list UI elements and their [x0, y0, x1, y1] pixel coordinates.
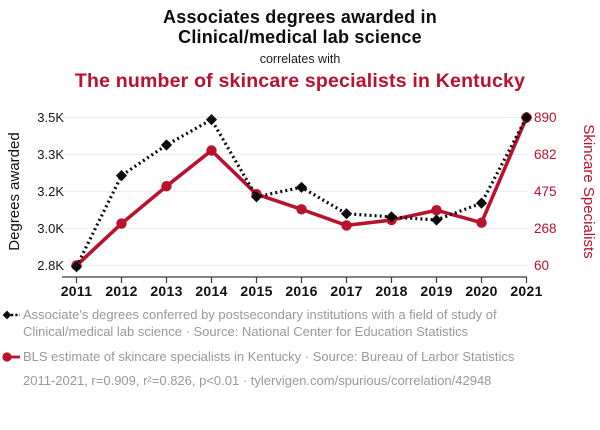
degrees-data-point	[160, 139, 173, 151]
x-tick-label: 2021	[510, 283, 542, 299]
x-axis	[62, 276, 528, 283]
right-tick-label: 682	[534, 147, 557, 162]
skincare-data-point	[476, 217, 487, 228]
correlation-line-chart: 2011 2012 2013 2014 2015 2016 2017 2018 2019 2020…	[6, 110, 597, 299]
x-tick-label: 2018	[375, 283, 407, 299]
chart-subtitle: The number of skincare specialists in Ke…	[74, 70, 526, 92]
chart-title-line2: Clinical/medical lab science	[178, 26, 422, 47]
degrees-data-point	[70, 261, 83, 273]
left-tick-label: 2.8K	[37, 258, 64, 273]
right-tick-label: 890	[534, 110, 557, 125]
right-axis-title: Skincare Specialists	[580, 124, 597, 258]
legend-item-degrees: Associate's degrees conferred by postsec…	[2, 306, 600, 340]
degrees-data-point	[205, 114, 218, 126]
left-tick-label: 3.2K	[37, 184, 64, 199]
skincare-data-point	[431, 205, 442, 216]
red-circle-solid-marker-icon	[2, 352, 20, 362]
x-tick-label: 2020	[465, 283, 497, 299]
correlates-with-text: correlates with	[259, 52, 341, 66]
degrees-data-point	[520, 111, 533, 124]
skincare-data-point	[341, 220, 352, 231]
legend-item-skincare-label: BLS estimate of skincare specialists in …	[23, 349, 515, 364]
degrees-data-point	[475, 197, 488, 209]
black-diamond-dotted-marker-icon	[2, 310, 20, 320]
x-tick-label: 2012	[105, 283, 137, 299]
chart-header: Associates degrees awarded in Clinical/m…	[0, 0, 600, 93]
left-tick-label: 3.0K	[37, 221, 64, 236]
x-tick-label: 2014	[195, 283, 227, 299]
right-tick-label: 475	[534, 184, 557, 199]
series-associates-degrees	[70, 111, 533, 273]
stats-footer: 2011-2021, r=0.909, r²=0.826, p<0.01 · t…	[23, 373, 492, 388]
skincare-data-point	[116, 218, 127, 229]
right-tick-label: 268	[534, 221, 557, 236]
x-tick-label: 2013	[150, 283, 182, 299]
right-axis-tick-labels: 890 682 475 268 60	[534, 110, 557, 273]
x-tick-label: 2011	[61, 283, 93, 299]
left-axis-tick-labels: 3.5K 3.3K 3.2K 3.0K 2.8K	[37, 110, 64, 273]
legend-item-skincare: BLS estimate of skincare specialists in …	[2, 348, 600, 365]
x-tick-label: 2017	[330, 283, 362, 299]
skincare-data-point	[161, 181, 172, 192]
skincare-data-point	[296, 204, 307, 215]
degrees-data-point	[295, 181, 308, 193]
right-tick-label: 60	[534, 258, 549, 273]
legend-item-degrees-label: Associate's degrees conferred by postsec…	[23, 307, 497, 339]
left-tick-label: 3.3K	[37, 147, 64, 162]
degrees-data-point	[340, 208, 353, 220]
degrees-data-point	[430, 214, 443, 226]
skincare-data-point	[206, 145, 217, 156]
x-tick-label: 2019	[420, 283, 452, 299]
left-axis-title: Degrees awarded	[6, 132, 23, 250]
degrees-data-point	[250, 191, 263, 203]
degrees-data-point	[115, 170, 128, 182]
x-tick-label: 2016	[285, 283, 317, 299]
left-tick-label: 3.5K	[37, 110, 64, 125]
chart-legend: Associate's degrees conferred by postsec…	[0, 306, 600, 388]
degrees-data-point	[385, 211, 398, 223]
x-tick-labels: 2011 2012 2013 2014 2015 2016 2017 2018 2019 2020…	[61, 283, 543, 299]
x-tick-label: 2015	[240, 283, 272, 299]
gridlines	[62, 116, 527, 267]
chart-title-line1: Associates degrees awarded in	[163, 7, 437, 27]
